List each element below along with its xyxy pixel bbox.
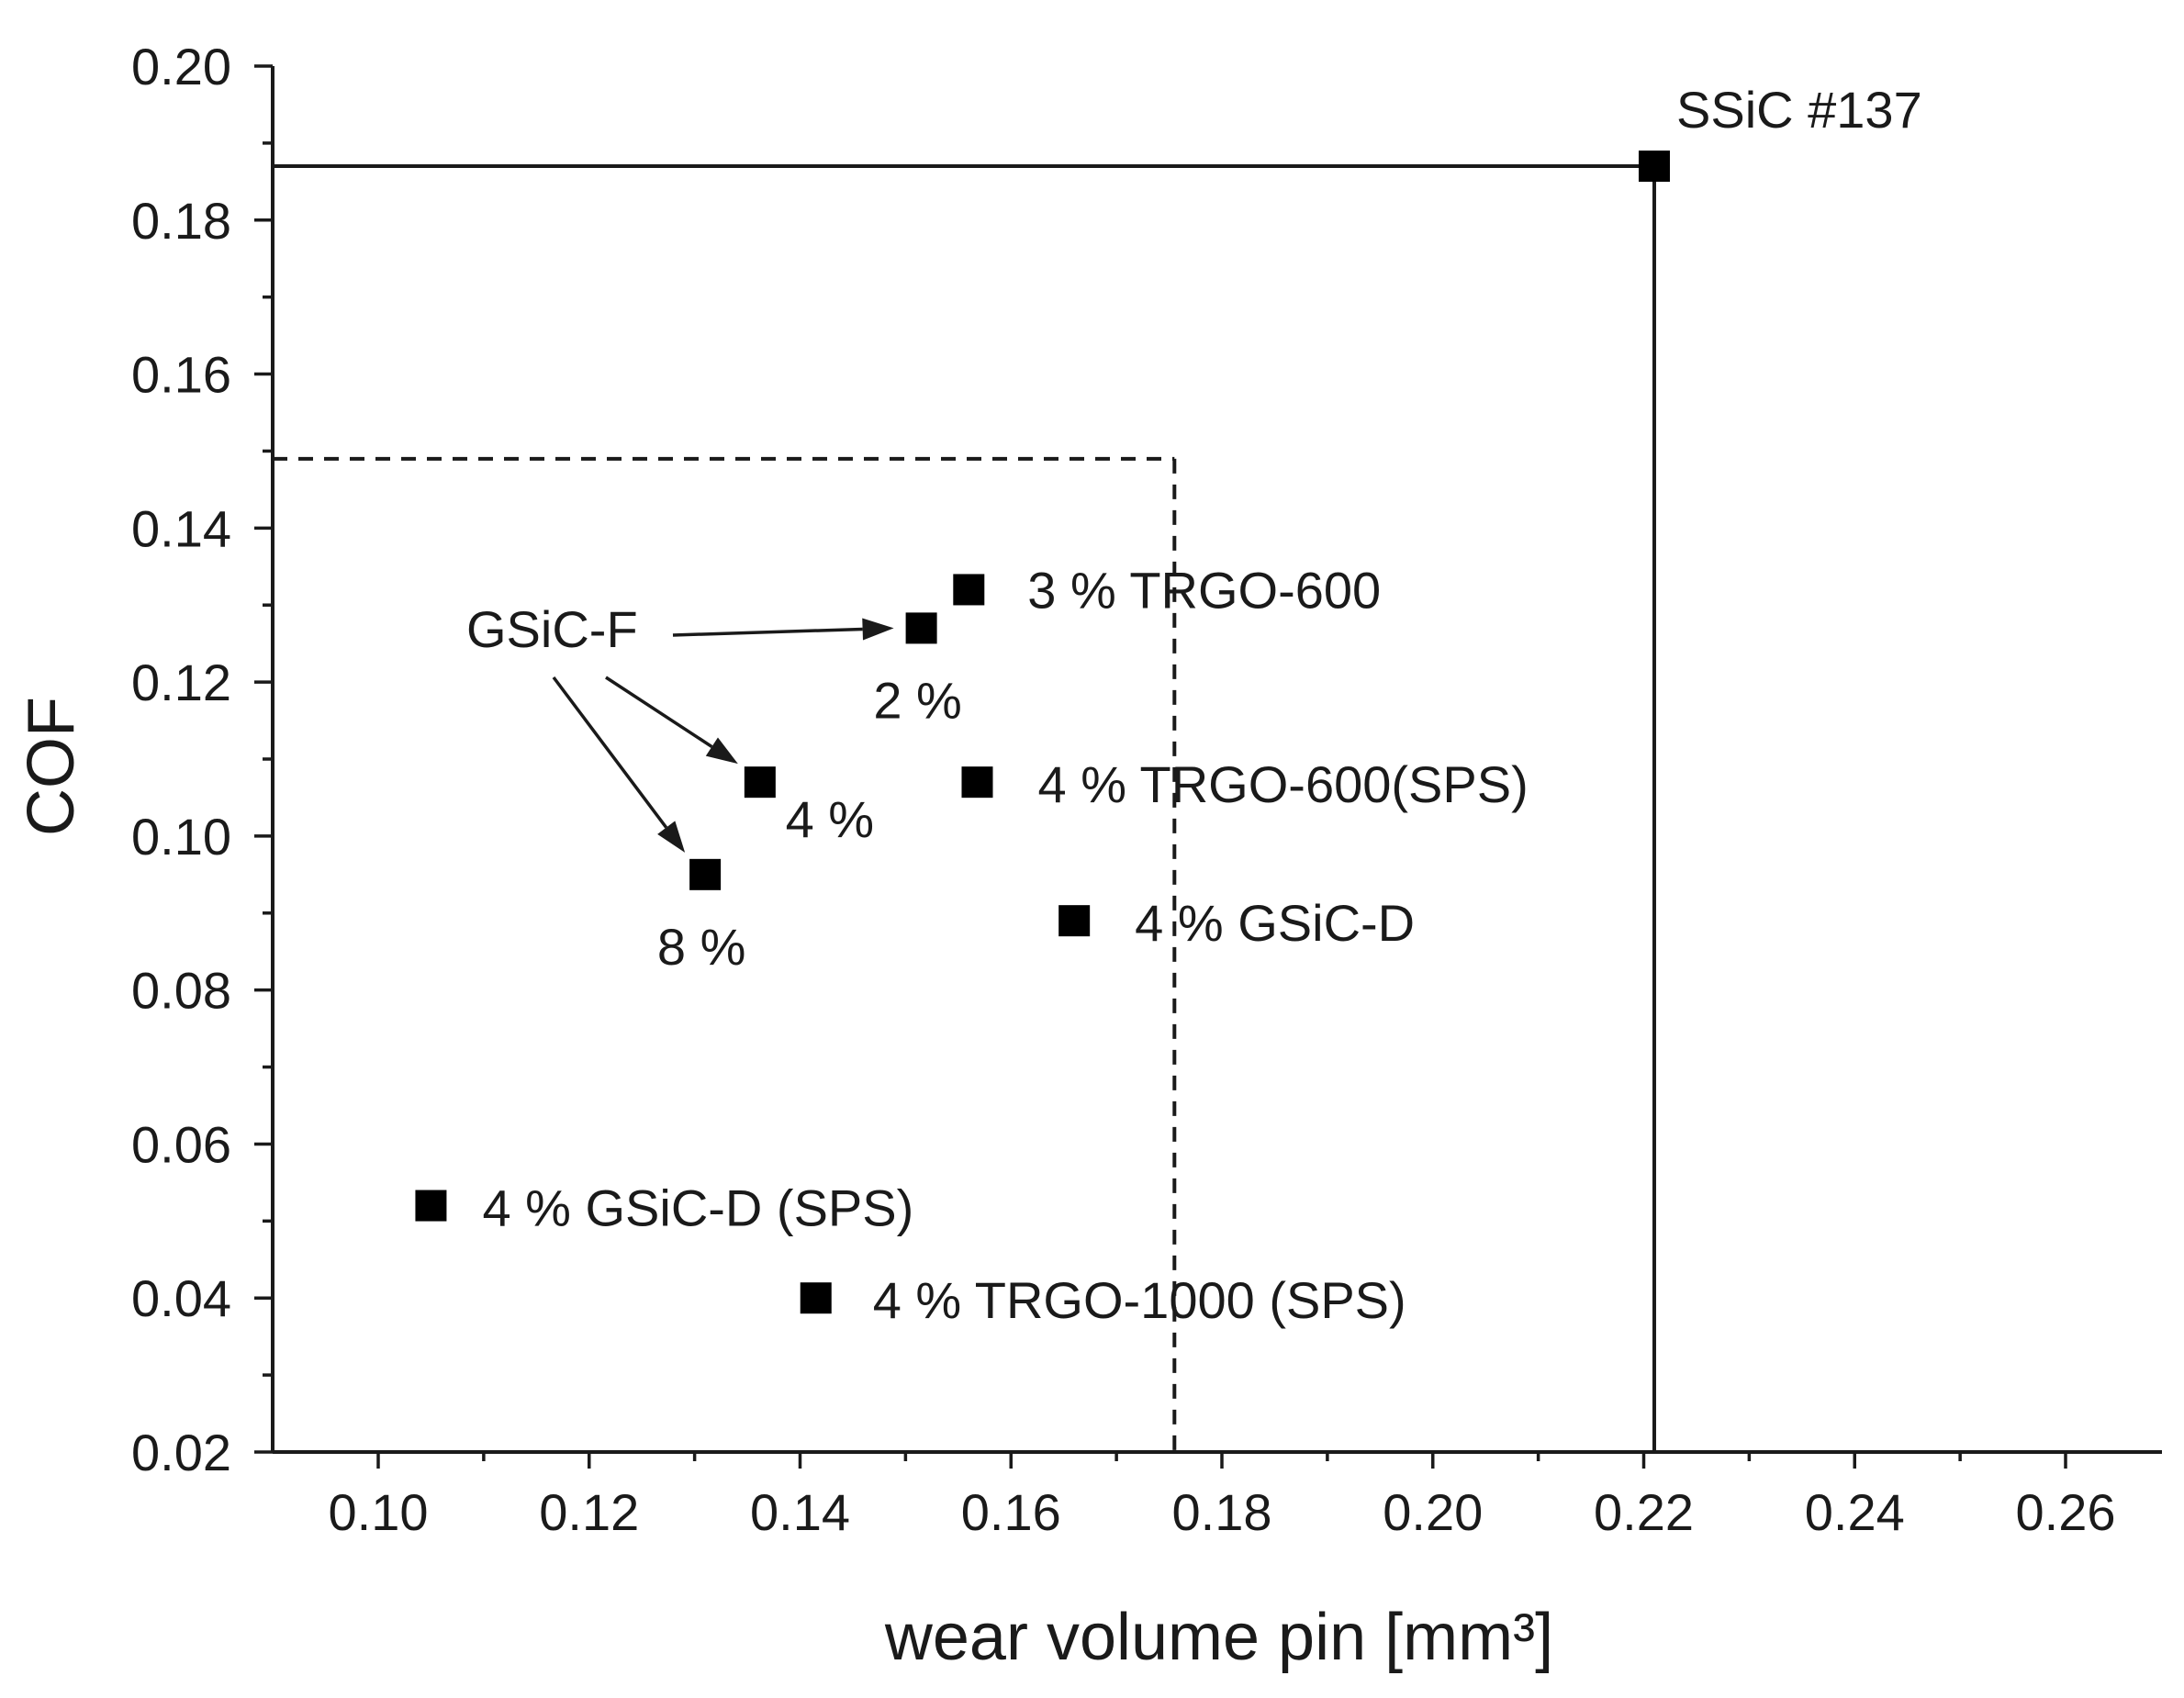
y-tick-label: 0.02: [131, 1424, 231, 1481]
y-tick-label: 0.18: [131, 192, 231, 250]
x-tick-label: 0.22: [1594, 1483, 1694, 1541]
x-tick-label: 0.24: [1805, 1483, 1905, 1541]
label-gsicd-sps-4: 4 % GSiC-D (SPS): [482, 1179, 913, 1237]
x-tick-label: 0.10: [329, 1483, 429, 1541]
marker-gsicd-sps-4: [415, 1190, 447, 1222]
x-tick-label: 0.14: [750, 1483, 850, 1541]
x-tick-label: 0.16: [961, 1483, 1061, 1541]
annotation-arrows: [552, 618, 894, 853]
marker-trgo1000-sps-4: [800, 1282, 832, 1314]
x-tick-label: 0.18: [1172, 1483, 1272, 1541]
y-tick-label: 0.04: [131, 1269, 231, 1327]
marker-trgo600-sps-4: [961, 766, 993, 799]
marker-gsicf-8: [689, 858, 722, 890]
x-axis-title: wear volume pin [mm³]: [884, 1601, 1553, 1674]
label-gsicf-2: 2 %: [873, 671, 962, 729]
x-tick-label: 0.12: [539, 1483, 639, 1541]
y-tick-label: 0.20: [131, 38, 231, 95]
y-tick-label: 0.16: [131, 346, 231, 404]
marker-gsicf-2: [905, 612, 937, 644]
data-markers: [415, 151, 1670, 1314]
y-axis-title: COF: [15, 697, 88, 836]
label-trgo600-3: 3 % TRGO-600: [1027, 561, 1381, 619]
arrow-gsicf-4: [605, 676, 713, 749]
arrow-gsicf-2: [672, 627, 863, 637]
label-gsicf-4: 4 %: [786, 790, 875, 848]
y-tick-label: 0.08: [131, 962, 231, 1020]
arrowhead-gsicf-2: [862, 618, 894, 641]
arrowhead-gsicf-8: [657, 821, 686, 853]
arrow-gsicf-8: [552, 676, 668, 829]
arrowhead-gsicf-4: [705, 737, 738, 765]
y-tick-label: 0.12: [131, 654, 231, 711]
group-label-gsic-f: GSiC-F: [466, 600, 638, 658]
y-tick-label: 0.10: [131, 808, 231, 866]
y-tick-label: 0.14: [131, 499, 231, 557]
marker-gsicd-4: [1058, 905, 1091, 937]
reference-lines: [273, 164, 1656, 1452]
marker-ssic-137: [1638, 151, 1670, 183]
marker-trgo600-3: [953, 574, 985, 606]
marker-gsicf-4: [744, 766, 776, 799]
label-ssic-137: SSiC #137: [1676, 81, 1922, 139]
label-trgo1000-sps-4: 4 % TRGO-1000 (SPS): [873, 1271, 1406, 1329]
x-tick-label: 0.20: [1383, 1483, 1483, 1541]
label-gsicf-8: 8 %: [657, 918, 746, 976]
y-tick-label: 0.06: [131, 1115, 231, 1173]
label-trgo600-sps-4: 4 % TRGO-600(SPS): [1037, 755, 1528, 813]
point-labels: SSiC #137 3 % TRGO-600 2 % 4 % 8 % 4 % TRGO-6…: [482, 81, 1921, 1329]
label-gsicd-4: 4 % GSiC-D: [1135, 894, 1415, 952]
axis-ticks: 0.10 0.12 0.14 0.16 0.18 0.20 0.22 0.24 0.26 0.02…: [131, 38, 2116, 1541]
x-tick-label: 0.26: [2016, 1483, 2116, 1541]
